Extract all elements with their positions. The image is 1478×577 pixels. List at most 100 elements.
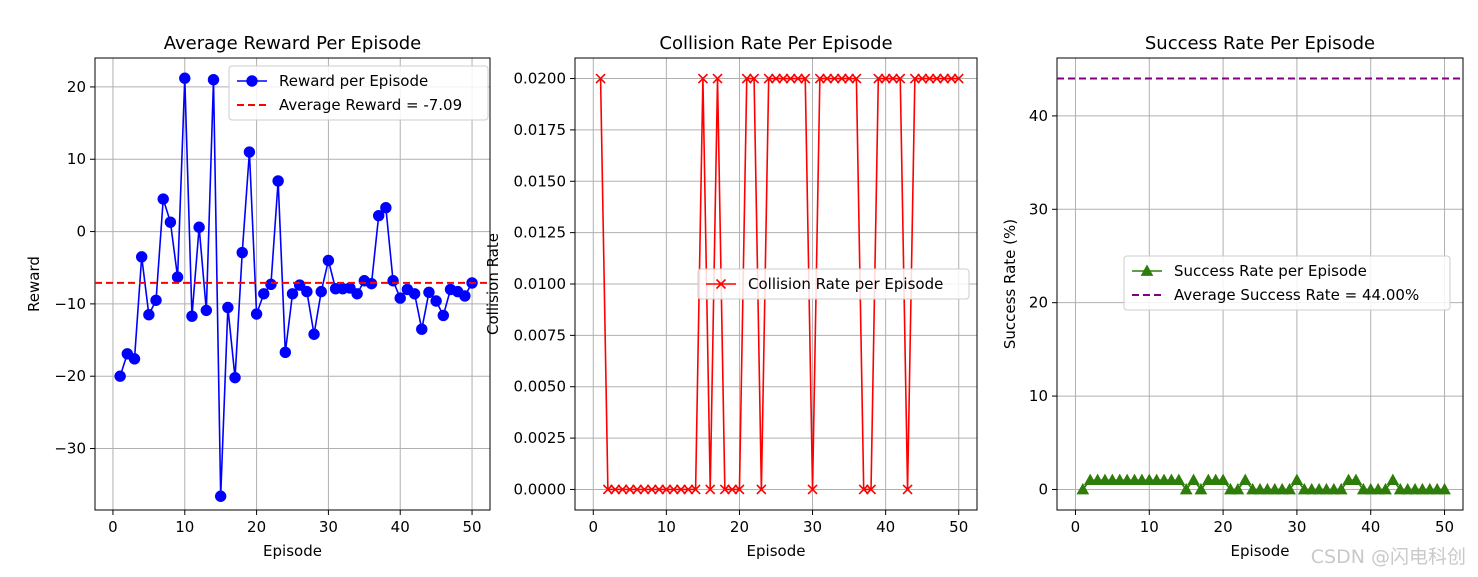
data-point-1 bbox=[114, 370, 126, 382]
data-point-37 bbox=[372, 209, 385, 222]
y-tick-label: 30 bbox=[1029, 200, 1048, 218]
data-point-17 bbox=[229, 371, 241, 384]
data-point-34 bbox=[836, 73, 847, 84]
chart-title: Collision Rate Per Episode bbox=[659, 33, 892, 54]
data-point-36 bbox=[851, 73, 862, 84]
y-tick-label: 0.0000 bbox=[514, 480, 567, 498]
data-point-17 bbox=[1194, 482, 1208, 495]
data-point-37 bbox=[858, 484, 869, 495]
x-tick-label: 30 bbox=[803, 518, 822, 536]
series-1 bbox=[114, 72, 478, 502]
chart-3: 0 10 20 30 40 50 0 10 20 30 40 Success Rate Per Epi… bbox=[1001, 33, 1464, 560]
data-point-23 bbox=[1238, 473, 1252, 486]
y-axis-label: Collision Rate bbox=[484, 233, 502, 335]
x-tick-label: 10 bbox=[657, 518, 676, 536]
data-point-3 bbox=[128, 353, 141, 365]
data-point-13 bbox=[200, 304, 213, 317]
legend-entry-1: Collision Rate per Episode bbox=[706, 275, 943, 293]
series-line bbox=[599, 77, 959, 491]
data-point-40 bbox=[394, 292, 406, 304]
data-point-19 bbox=[727, 484, 738, 495]
y-tick-label: 0.0075 bbox=[514, 326, 567, 344]
data-point-legend bbox=[1140, 264, 1154, 276]
data-point-7 bbox=[157, 193, 169, 205]
data-point-38 bbox=[865, 484, 877, 495]
data-point-14 bbox=[207, 73, 220, 86]
data-point-18 bbox=[719, 484, 730, 495]
x-axis-label: Episode bbox=[1231, 542, 1290, 560]
legend-entry-1: Success Rate per Episode bbox=[1132, 262, 1367, 280]
x-axis-label: Episode bbox=[263, 542, 322, 560]
data-point-1 bbox=[595, 73, 606, 84]
data-point-15 bbox=[1179, 482, 1193, 495]
x-axis-label: Episode bbox=[747, 542, 806, 560]
y-tick-label: 0 bbox=[1038, 480, 1048, 498]
data-point-36 bbox=[1334, 482, 1348, 495]
x-tick-label: 0 bbox=[108, 518, 118, 536]
data-point-38 bbox=[1349, 473, 1363, 486]
data-point-10 bbox=[179, 72, 191, 84]
plot-frame bbox=[94, 57, 491, 511]
data-point-49 bbox=[459, 290, 471, 302]
data-point-25 bbox=[286, 288, 299, 300]
y-tick-label: 0.0175 bbox=[514, 121, 567, 139]
data-point-6 bbox=[632, 484, 643, 495]
legend: Reward per Episode Average Reward = -7.09 bbox=[228, 65, 489, 121]
data-point-43 bbox=[416, 323, 428, 335]
data-point-29 bbox=[1283, 482, 1296, 495]
data-point-21 bbox=[741, 73, 752, 84]
data-point-19 bbox=[243, 146, 256, 158]
legend-label: Success Rate per Episode bbox=[1174, 262, 1367, 280]
data-point-42 bbox=[1379, 482, 1392, 495]
data-point-38 bbox=[380, 202, 392, 214]
x-tick-label: 0 bbox=[1071, 518, 1081, 536]
data-point-28 bbox=[308, 328, 320, 340]
legend-label: Reward per Episode bbox=[279, 72, 428, 90]
x-tick-label: 20 bbox=[1214, 518, 1233, 536]
y-tick-label: 0.0150 bbox=[514, 172, 567, 190]
x-tick-label: 50 bbox=[949, 518, 968, 536]
data-point-12 bbox=[675, 484, 687, 495]
x-tick-label: 20 bbox=[730, 518, 749, 536]
data-point-15 bbox=[214, 490, 227, 502]
data-point-47 bbox=[931, 73, 942, 84]
data-point-34 bbox=[351, 288, 363, 300]
y-tick-label: 20 bbox=[1029, 294, 1048, 312]
y-tick-label: 0.0200 bbox=[514, 70, 567, 88]
data-point-26 bbox=[778, 73, 789, 84]
data-point-42 bbox=[408, 288, 421, 300]
y-axis-label: Reward bbox=[25, 256, 43, 312]
data-point-5 bbox=[624, 484, 635, 495]
x-tick-label: 30 bbox=[1287, 518, 1306, 536]
data-point-27 bbox=[785, 73, 796, 84]
data-point-28 bbox=[792, 73, 803, 84]
y-tick-label: 0.0100 bbox=[514, 275, 567, 293]
data-point-9 bbox=[171, 271, 184, 283]
data-point-6 bbox=[150, 294, 162, 306]
legend-box bbox=[697, 268, 970, 300]
data-point-15 bbox=[697, 73, 708, 84]
legend: Collision Rate per Episode bbox=[697, 268, 970, 300]
legend-entry-2: Average Success Rate = 44.00% bbox=[1132, 286, 1419, 304]
y-tick-label: 0.0050 bbox=[514, 378, 567, 396]
data-point-9 bbox=[653, 484, 665, 495]
plot-frame bbox=[1056, 57, 1464, 511]
legend-label: Average Success Rate = 44.00% bbox=[1174, 286, 1419, 304]
data-point-14 bbox=[690, 484, 701, 495]
data-point-legend bbox=[715, 278, 727, 290]
data-point-49 bbox=[946, 73, 957, 84]
data-point-16 bbox=[1187, 473, 1200, 486]
legend-entry-2: Average Reward = -7.09 bbox=[237, 96, 462, 114]
data-point-13 bbox=[683, 484, 694, 495]
y-axis-label: Success Rate (%) bbox=[1001, 219, 1019, 349]
data-point-16 bbox=[705, 484, 716, 495]
data-point-46 bbox=[437, 309, 450, 322]
watermark: CSDN @闪电科创 bbox=[1310, 546, 1466, 568]
data-point-23 bbox=[756, 484, 767, 495]
x-tick-label: 40 bbox=[1361, 518, 1380, 536]
data-point-33 bbox=[829, 73, 840, 84]
data-point-21 bbox=[258, 288, 270, 300]
data-point-22 bbox=[749, 73, 760, 84]
data-point-44 bbox=[423, 286, 435, 299]
data-point-35 bbox=[844, 73, 855, 84]
